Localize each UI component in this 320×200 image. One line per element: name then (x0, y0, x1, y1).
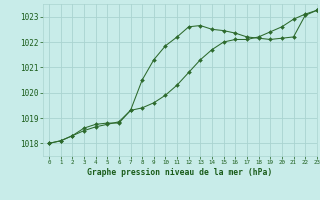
X-axis label: Graphe pression niveau de la mer (hPa): Graphe pression niveau de la mer (hPa) (87, 168, 273, 177)
